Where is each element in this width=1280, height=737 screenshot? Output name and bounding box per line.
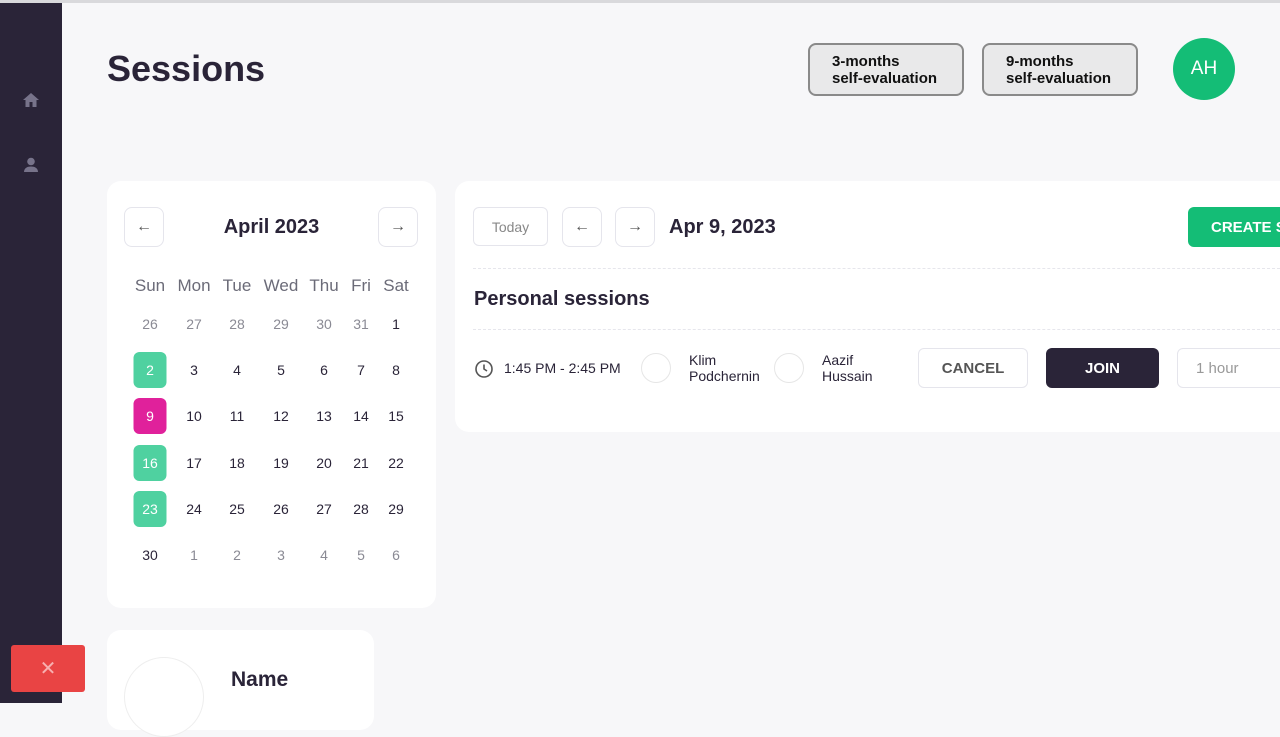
clock-icon: [474, 359, 494, 384]
current-date: Apr 9, 2023: [669, 216, 776, 238]
weekday-header: Sun: [134, 276, 166, 295]
calendar-day[interactable]: 14: [353, 408, 369, 424]
calendar-day[interactable]: 26: [273, 501, 289, 517]
calendar-day[interactable]: 17: [186, 455, 202, 471]
last-name: Podchernin: [689, 368, 760, 384]
calendar-day[interactable]: 2: [133, 352, 167, 388]
prev-month-button[interactable]: ←: [124, 207, 164, 247]
close-icon: ✕: [39, 658, 57, 680]
9-months-self-evaluation-button[interactable]: 9-months self-evaluation: [982, 43, 1138, 96]
user-icon[interactable]: [21, 155, 41, 175]
calendar-day[interactable]: 18: [229, 455, 245, 471]
calendar-day[interactable]: 22: [388, 455, 404, 471]
calendar-day[interactable]: 10: [186, 408, 202, 424]
calendar-day[interactable]: 27: [186, 316, 202, 332]
calendar-day[interactable]: 5: [357, 547, 365, 563]
calendar-day[interactable]: 26: [142, 316, 158, 332]
arrow-right-icon: →: [390, 218, 406, 235]
calendar-day[interactable]: 21: [353, 455, 369, 471]
window-top-border: [0, 0, 1280, 3]
calendar-day[interactable]: 15: [388, 408, 404, 424]
prev-day-button[interactable]: ←: [562, 207, 602, 247]
calendar-day[interactable]: 24: [186, 501, 202, 517]
button-line: 3-months: [832, 53, 900, 70]
calendar-day[interactable]: 29: [273, 316, 289, 332]
calendar-day[interactable]: 30: [316, 316, 332, 332]
weekday-header: Fri: [351, 276, 371, 295]
next-month-button[interactable]: →: [378, 207, 418, 247]
name-label: Name: [231, 668, 289, 691]
calendar-day[interactable]: 20: [316, 455, 332, 471]
calendar-day[interactable]: 5: [277, 362, 285, 378]
calendar-day[interactable]: 1: [392, 316, 400, 332]
today-button[interactable]: Today: [473, 207, 548, 246]
participant-avatar: [641, 353, 671, 383]
participant-name: Klim Podchernin: [689, 352, 760, 384]
calendar-day[interactable]: 30: [142, 547, 158, 563]
calendar-day[interactable]: 6: [320, 362, 328, 378]
sidebar: [0, 3, 62, 703]
weekday-header: Sat: [383, 276, 409, 295]
weekday-header: Thu: [309, 276, 339, 295]
button-line: 9-months: [1006, 53, 1074, 70]
calendar-day[interactable]: 4: [320, 547, 328, 563]
home-icon[interactable]: [21, 90, 41, 110]
calendar-day[interactable]: 16: [133, 445, 167, 481]
calendar-day[interactable]: 27: [316, 501, 332, 517]
arrow-right-icon: →: [627, 218, 643, 235]
participant-name: Aazif Hussain: [822, 352, 873, 384]
calendar-day[interactable]: 28: [353, 501, 369, 517]
calendar-day[interactable]: 31: [353, 316, 369, 332]
calendar-day[interactable]: 1: [190, 547, 198, 563]
page-title: Sessions: [107, 48, 266, 89]
first-name: Klim: [689, 352, 717, 368]
duration-select[interactable]: 1 hour: [1177, 348, 1280, 388]
avatar[interactable]: AH: [1173, 38, 1235, 100]
button-line: self-evaluation: [832, 70, 938, 87]
calendar-day[interactable]: 6: [392, 547, 400, 563]
session-time: 1:45 PM - 2:45 PM: [504, 360, 621, 376]
arrow-left-icon: ←: [136, 218, 152, 235]
weekday-header: Wed: [263, 276, 299, 295]
weekday-header: Tue: [222, 276, 252, 295]
calendar-day[interactable]: 29: [388, 501, 404, 517]
close-toast-button[interactable]: ✕: [11, 645, 85, 692]
calendar-day[interactable]: 7: [357, 362, 365, 378]
calendar-day[interactable]: 4: [233, 362, 241, 378]
divider: [473, 268, 1280, 269]
calendar-day[interactable]: 3: [277, 547, 285, 563]
cancel-button[interactable]: CANCEL: [918, 348, 1028, 388]
participant-avatar: [774, 353, 804, 383]
button-line: self-evaluation: [1006, 70, 1112, 87]
calendar-day[interactable]: 11: [229, 408, 245, 424]
arrow-left-icon: ←: [574, 218, 590, 235]
calendar-day[interactable]: 8: [392, 362, 400, 378]
create-session-button[interactable]: CREATE S: [1188, 207, 1280, 247]
calendar-day[interactable]: 25: [229, 501, 245, 517]
weekday-header: Mon: [177, 276, 211, 295]
section-title: Personal sessions: [474, 288, 650, 310]
profile-card: Name: [107, 630, 374, 737]
calendar-day[interactable]: 23: [133, 491, 167, 527]
next-day-button[interactable]: →: [615, 207, 655, 247]
calendar-day[interactable]: 28: [229, 316, 245, 332]
profile-image: [124, 657, 204, 737]
divider: [473, 329, 1280, 330]
month-title: April 2023: [223, 216, 320, 238]
calendar-day[interactable]: 13: [316, 408, 332, 424]
last-name: Hussain: [822, 368, 873, 384]
3-months-self-evaluation-button[interactable]: 3-months self-evaluation: [808, 43, 964, 96]
calendar-day[interactable]: 2: [233, 547, 241, 563]
first-name: Aazif: [822, 352, 854, 368]
join-button[interactable]: JOIN: [1046, 348, 1159, 388]
sessions-card: Today ← → Apr 9, 2023 CREATE S Personal …: [455, 181, 1280, 432]
calendar-day[interactable]: 3: [190, 362, 198, 378]
calendar-day[interactable]: 9: [133, 398, 167, 434]
calendar-card: ← April 2023 → Sun Mon Tue Wed Thu Fri Sat 26 27…: [107, 181, 436, 608]
calendar-day[interactable]: 19: [273, 455, 289, 471]
calendar-day[interactable]: 12: [273, 408, 289, 424]
